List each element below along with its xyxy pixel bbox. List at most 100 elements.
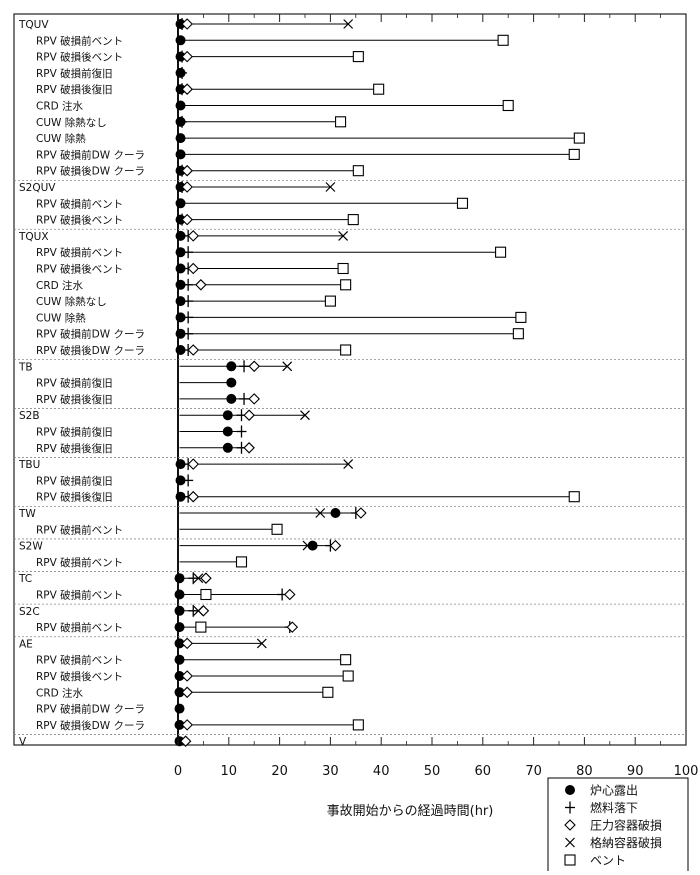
group-TC: TC RPV 破損前ベント bbox=[18, 573, 123, 601]
rpv-marker bbox=[181, 686, 193, 699]
core-exposure-dot bbox=[174, 654, 185, 665]
rpv-failure-diamond bbox=[564, 819, 576, 831]
core-exposure-dot bbox=[175, 100, 186, 111]
core-marker bbox=[222, 410, 233, 421]
pcv-failure-x-b bbox=[315, 508, 326, 518]
pcv-failure-x-b bbox=[302, 540, 313, 551]
rpv-failure-diamond bbox=[187, 458, 200, 470]
rpv-marker bbox=[243, 442, 255, 454]
x-tick-label-50: 50 bbox=[424, 764, 441, 779]
rpv-failure-diamond bbox=[181, 719, 193, 731]
row-label: RPV 破損前ベント bbox=[36, 589, 123, 602]
rpv-marker bbox=[195, 279, 207, 291]
vent-square bbox=[342, 670, 354, 682]
core-exposure-dot bbox=[222, 442, 233, 453]
fuel-marker bbox=[188, 572, 199, 585]
group-label: TB bbox=[18, 361, 33, 373]
rpv-marker bbox=[187, 344, 200, 356]
vent-square bbox=[573, 132, 585, 144]
fuel-marker bbox=[177, 66, 188, 79]
x-axis: 0 10 20 30 40 50 60 70 80 90 100 bbox=[174, 14, 698, 779]
row-label: RPV 破損前DW クーラ bbox=[36, 703, 145, 716]
fuel-marker bbox=[565, 801, 575, 814]
rpv-failure-diamond bbox=[181, 670, 193, 682]
core-marker bbox=[222, 426, 233, 437]
vent-square bbox=[352, 165, 364, 177]
group-label: TW bbox=[18, 508, 36, 520]
rpv-marker bbox=[200, 572, 212, 584]
core-marker bbox=[175, 296, 186, 307]
row-label: RPV 破損後復旧 bbox=[36, 491, 113, 504]
rpv-failure-diamond bbox=[200, 572, 212, 584]
group-V: V bbox=[19, 736, 27, 748]
group-TBU: TBU RPV 破損前復旧 RPV 破損後復旧 bbox=[18, 459, 113, 504]
core-exposure-dot bbox=[174, 605, 185, 616]
rpv-failure-diamond bbox=[355, 507, 367, 519]
pcv-marker bbox=[193, 605, 204, 616]
vent-square bbox=[337, 262, 349, 275]
vent-square bbox=[352, 51, 364, 63]
vent-marker bbox=[515, 311, 527, 323]
rpv-failure-diamond bbox=[181, 181, 193, 193]
vent-square bbox=[515, 311, 527, 323]
core-marker bbox=[174, 687, 185, 698]
rpv-failure-diamond bbox=[243, 442, 255, 454]
vent-marker bbox=[456, 197, 469, 209]
rpv-failure-diamond bbox=[243, 409, 255, 421]
pcv-failure-x-b bbox=[193, 605, 204, 616]
core-marker bbox=[174, 589, 185, 600]
vent-square bbox=[235, 556, 248, 568]
vent-square bbox=[340, 654, 352, 666]
rpv-marker bbox=[181, 719, 193, 731]
legend-entry-rpv: 圧力容器破損 bbox=[590, 818, 662, 833]
group-label: TQUX bbox=[18, 231, 49, 243]
plot-frame bbox=[13, 13, 687, 746]
pcv-marker bbox=[315, 508, 326, 518]
row-label: RPV 破損前復旧 bbox=[36, 377, 113, 390]
vent-marker bbox=[335, 116, 347, 128]
rpv-failure-diamond bbox=[181, 50, 193, 63]
core-marker bbox=[174, 736, 185, 747]
pcv-marker bbox=[343, 459, 354, 470]
vent-marker bbox=[495, 246, 507, 258]
group-TQUV: TQUV RPV 破損前ベント RPV 破損後ベント RPV 破損前復旧 RPV 破損後… bbox=[18, 19, 145, 178]
core-exposure-dot bbox=[175, 247, 186, 258]
x-tick-label-40: 40 bbox=[373, 764, 390, 779]
core-marker bbox=[226, 377, 237, 388]
core-exposure-dot bbox=[175, 35, 186, 46]
core-marker bbox=[175, 328, 186, 339]
vent-marker bbox=[271, 523, 283, 535]
vent-marker bbox=[340, 279, 352, 291]
rpv-failure-diamond bbox=[187, 230, 200, 242]
rpv-failure-diamond bbox=[187, 344, 200, 356]
pcv-failure-x-b bbox=[343, 459, 354, 470]
vent-marker bbox=[200, 588, 212, 601]
vent-square bbox=[271, 523, 283, 535]
vent-marker bbox=[195, 621, 207, 633]
row-label: RPV 破損後ベント bbox=[36, 214, 123, 227]
core-marker bbox=[175, 198, 186, 209]
row-label: RPV 破損後DW クーラ bbox=[36, 165, 145, 178]
x-tick-label-60: 60 bbox=[475, 764, 492, 779]
core-exposure-dot bbox=[175, 133, 186, 144]
vent-square bbox=[502, 99, 514, 112]
rpv-failure-diamond bbox=[329, 539, 342, 552]
fuel-marker bbox=[177, 115, 188, 128]
vent-marker bbox=[573, 132, 585, 144]
vent-marker bbox=[342, 670, 354, 682]
pcv-marker bbox=[193, 573, 204, 584]
vent-square bbox=[568, 491, 580, 503]
vent-square bbox=[495, 246, 507, 258]
row-label: RPV 破損後ベント bbox=[36, 263, 123, 276]
core-marker bbox=[175, 230, 186, 241]
core-marker bbox=[175, 35, 186, 46]
pcv-marker bbox=[343, 19, 354, 29]
rpv-marker bbox=[181, 83, 193, 95]
vent-marker bbox=[512, 328, 524, 340]
row-label: RPV 破損後復旧 bbox=[36, 393, 113, 406]
pcv-failure-x-b bbox=[565, 837, 575, 848]
rpv-failure-diamond bbox=[181, 18, 193, 30]
core-exposure-dot bbox=[330, 508, 341, 518]
